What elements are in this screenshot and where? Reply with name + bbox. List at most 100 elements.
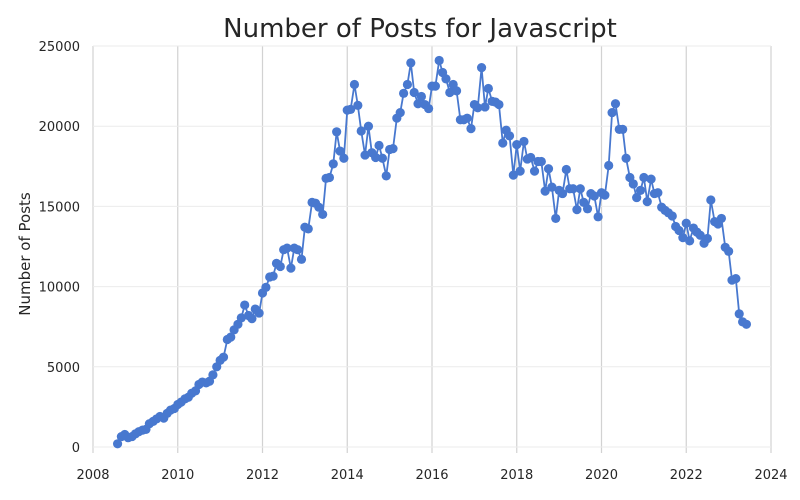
data-point [335,146,345,156]
data-point [374,140,384,151]
data-point [318,209,328,220]
data-point [339,153,349,163]
data-point [498,138,508,148]
data-point [494,99,504,110]
data-point [681,218,691,228]
x-tick-label: 2018 [500,468,533,483]
y-tick-label: 25000 [39,40,80,55]
x-tick-label: 2014 [331,468,364,483]
data-point [247,314,257,324]
x-tick-label: 2008 [76,468,109,483]
data-point [226,332,236,342]
data-point [353,100,363,110]
data-point [632,192,642,203]
data-point [589,191,599,201]
data-point [286,263,296,273]
data-point [112,439,123,449]
data-point [434,55,444,66]
x-tick-label: 2016 [415,468,448,483]
y-tick-label: 10000 [39,281,80,296]
data-point [716,213,727,224]
data-point [568,184,578,194]
data-point [642,196,652,207]
data-point [731,273,741,284]
chart-title: Number of Posts for Javascript [223,14,617,44]
data-point [371,152,381,163]
data-point [441,74,451,84]
data-point [236,313,246,323]
data-point [402,79,413,90]
data-point [424,103,434,114]
data-point [328,159,338,169]
data-point [582,204,593,214]
data-point [268,271,278,281]
data-point [430,81,440,91]
data-point [702,233,713,244]
y-tick-label: 20000 [39,120,80,135]
data-points [112,55,752,449]
data-point [409,87,419,98]
data-point [296,254,307,264]
data-point [543,164,554,174]
data-point [653,188,663,198]
data-point [314,202,324,212]
y-tick-label: 5000 [47,361,80,376]
data-point [388,144,398,154]
data-point [377,153,388,163]
data-point [529,166,540,176]
data-point [667,211,677,221]
data-point [628,179,638,189]
x-tick-label: 2022 [670,468,703,483]
data-point [515,166,525,176]
data-point [476,63,487,73]
data-point [610,99,621,109]
x-tick-label: 2010 [161,468,194,483]
data-point [346,104,356,114]
y-axis-title: Number of Posts [16,192,34,316]
data-point [536,156,546,167]
data-point [646,174,656,184]
data-point [572,205,582,215]
data-point [600,190,610,200]
data-point [208,370,218,380]
data-point [324,172,335,183]
data-point [381,171,391,181]
data-point [504,131,515,141]
data-point [593,212,603,222]
data-point [483,83,493,94]
data-point [473,103,483,113]
data-point [254,308,264,318]
data-point [451,86,462,96]
data-point [734,309,744,319]
data-point [575,184,585,194]
data-point [604,160,614,171]
data-point [218,352,229,362]
data-point [240,300,250,310]
y-tick-label: 0 [72,441,80,456]
data-point [685,236,695,246]
data-point [724,246,734,256]
data-point [406,58,416,68]
data-point [741,319,752,329]
data-point [561,164,571,175]
data-point [293,245,303,255]
y-tick-label: 15000 [39,200,80,215]
data-point [695,230,705,240]
x-tick-label: 2012 [246,468,279,483]
x-tick-label: 2020 [585,468,618,483]
data-point [480,102,490,112]
x-tick-label: 2024 [754,468,787,483]
data-point [557,188,568,199]
tick-labels: 2008 2010 2012 2014 2016 2018 2020 2022 2024 0 500… [39,40,788,483]
data-point [706,195,716,205]
data-point [621,153,631,163]
data-point [635,185,646,195]
data-point [275,261,285,272]
data-point [607,107,617,118]
data-point [519,136,529,147]
data-point [551,213,561,224]
data-point [416,91,427,102]
data-point [282,243,292,253]
